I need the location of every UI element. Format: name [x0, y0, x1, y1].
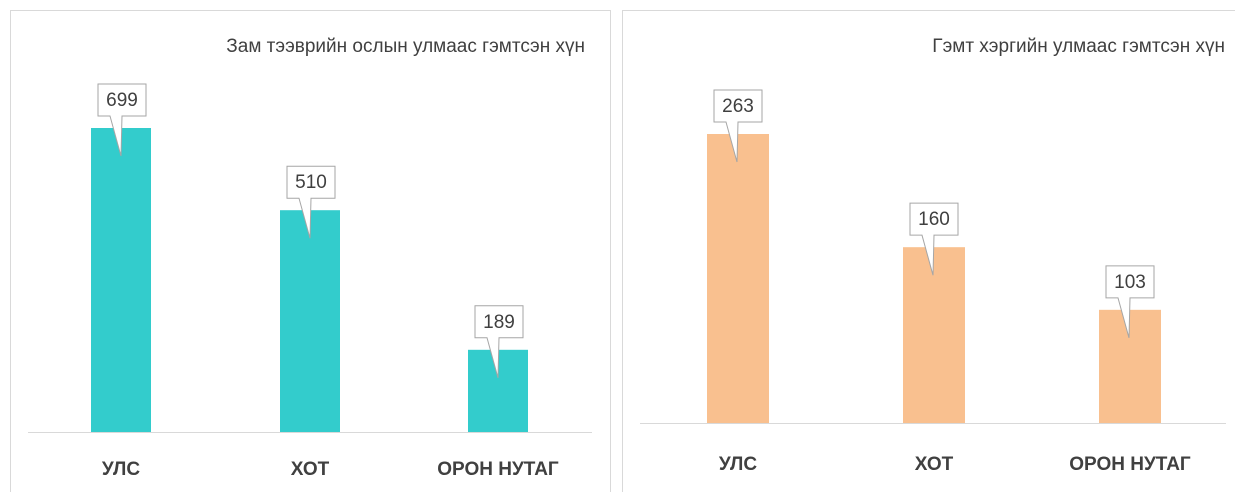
label-callout: [97, 83, 147, 157]
x-tick-label: УЛС: [719, 454, 757, 475]
chart-title: Зам тээврийн ослын улмаас гэмтсэн хүн: [226, 36, 585, 57]
x-tick-label: УЛС: [102, 459, 140, 480]
label-callout: [909, 202, 959, 276]
data-label: 103: [1114, 272, 1146, 293]
data-label: 263: [722, 96, 754, 117]
x-tick-label: ОРОН НУТАГ: [1069, 454, 1191, 475]
label-callout: [474, 305, 524, 378]
panel-border: [622, 10, 1235, 492]
label-callout: [286, 165, 336, 239]
bar: [280, 210, 340, 432]
panel-border: [10, 10, 611, 492]
bar: [1099, 309, 1161, 423]
bar: [91, 128, 151, 432]
x-tick-label: ХОТ: [291, 459, 330, 480]
label-callout: [1105, 265, 1155, 338]
data-label: 699: [106, 90, 138, 111]
label-callout: [713, 89, 763, 163]
data-label: 510: [295, 172, 327, 193]
data-label: 160: [918, 209, 950, 230]
bar: [707, 134, 769, 423]
x-tick-label: ХОТ: [915, 454, 954, 475]
bar: [903, 247, 965, 423]
chart-title: Гэмт хэргийн улмаас гэмтсэн хүн: [932, 36, 1225, 57]
x-tick-label: ОРОН НУТАГ: [437, 459, 559, 480]
data-label: 189: [483, 312, 515, 333]
